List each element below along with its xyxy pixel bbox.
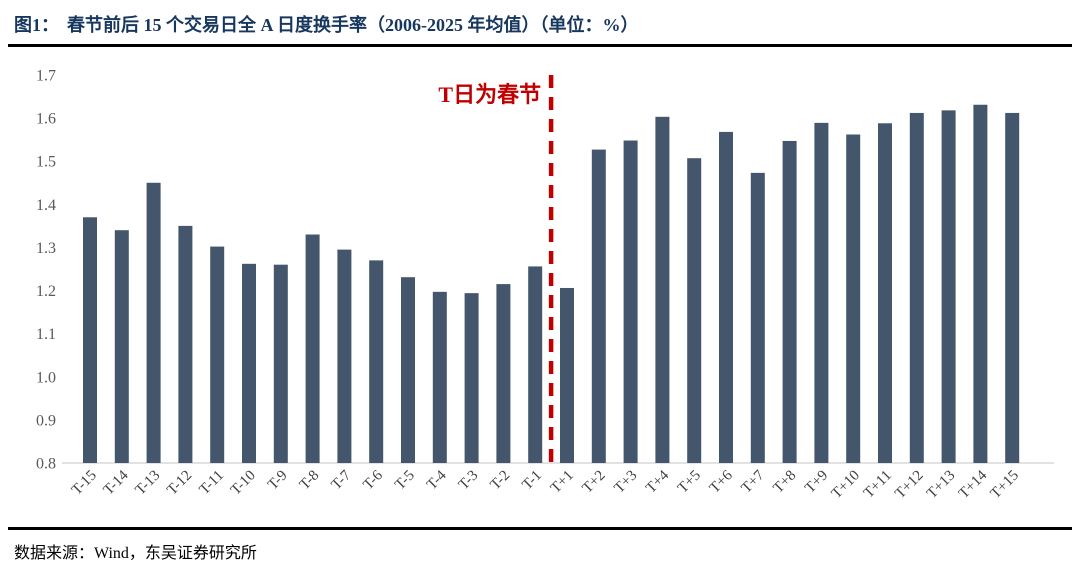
bar-T+10 xyxy=(846,134,861,463)
x-tick-label-T-6: T-6 xyxy=(360,467,386,493)
x-tick-label-T-11: T-11 xyxy=(196,468,227,499)
y-tick-label: 0.9 xyxy=(36,412,56,429)
x-tick-label-T+8: T+8 xyxy=(770,468,799,497)
bar-T+8 xyxy=(782,140,797,463)
x-tick-label-T+9: T+9 xyxy=(802,468,831,497)
bar-T+14 xyxy=(973,104,988,463)
header-divider xyxy=(8,44,1072,47)
x-tick-label-T-14: T-14 xyxy=(101,467,132,498)
y-tick-label: 1.2 xyxy=(36,283,56,300)
bar-T-13 xyxy=(146,182,161,463)
bar-T+4 xyxy=(655,116,670,463)
x-tick-label-T-9: T-9 xyxy=(265,468,291,494)
x-tick-label-T+11: T+11 xyxy=(861,468,895,502)
x-tick-label-T-13: T-13 xyxy=(132,468,163,499)
x-tick-label-T-8: T-8 xyxy=(297,468,323,494)
bar-T+12 xyxy=(909,112,924,463)
y-tick-label: 1.1 xyxy=(36,326,56,343)
x-tick-label-T-7: T-7 xyxy=(329,467,355,493)
bar-T-14 xyxy=(114,230,129,463)
x-tick-label-T-1: T-1 xyxy=(519,468,545,494)
x-tick-label-T+13: T+13 xyxy=(924,468,958,502)
x-tick-label-T-2: T-2 xyxy=(488,468,514,494)
figure-title: 春节前后 15 个交易日全 A 日度换手率（2006-2025 年均值）（单位：… xyxy=(67,15,639,35)
bar-T-12 xyxy=(178,225,193,463)
bar-T-9 xyxy=(273,264,288,463)
bar-T+15 xyxy=(1005,112,1020,463)
bar-T-1 xyxy=(528,266,543,463)
bar-T+9 xyxy=(814,122,829,463)
bar-T-5 xyxy=(401,277,415,463)
x-tick-label-T+14: T+14 xyxy=(956,467,991,502)
bar-T+1 xyxy=(560,287,574,463)
y-tick-label: 1.7 xyxy=(36,68,56,85)
bar-T+2 xyxy=(591,149,606,463)
y-tick-label: 1.3 xyxy=(36,240,56,257)
bar-T+5 xyxy=(687,158,702,463)
bar-T-8 xyxy=(305,234,320,463)
bar-T-3 xyxy=(464,293,479,463)
bar-T-6 xyxy=(369,260,384,463)
x-tick-label-T+3: T+3 xyxy=(611,468,640,497)
figure-title-row: 图1： 春节前后 15 个交易日全 A 日度换手率（2006-2025 年均值）（… xyxy=(0,0,1080,39)
x-tick-label-T+7: T+7 xyxy=(739,467,768,496)
bar-T+13 xyxy=(941,110,956,464)
bar-T-15 xyxy=(83,217,97,463)
bar-T+7 xyxy=(750,172,765,463)
y-tick-label: 1.4 xyxy=(36,197,56,214)
x-tick-label-T-3: T-3 xyxy=(456,468,482,494)
x-tick-label-T+12: T+12 xyxy=(892,468,926,502)
turnover-bar-chart: 0.80.91.01.11.21.31.41.51.61.7T-15 T-14 T-… xyxy=(36,68,1054,502)
x-tick-label-T+4: T+4 xyxy=(643,467,672,496)
x-tick-label-T+2: T+2 xyxy=(580,468,609,497)
bar-T-7 xyxy=(337,249,352,463)
figure-label: 图1： xyxy=(14,15,59,35)
x-tick-label-T+5: T+5 xyxy=(675,468,704,497)
bar-T+6 xyxy=(719,131,733,463)
x-tick-label-T+15: T+15 xyxy=(988,468,1022,502)
y-tick-label: 1.5 xyxy=(36,154,56,171)
x-tick-label-T-10: T-10 xyxy=(228,468,259,499)
footer-divider xyxy=(8,527,1072,530)
y-tick-label: 1.6 xyxy=(36,111,56,128)
bar-T-2 xyxy=(496,284,511,463)
y-tick-label: 1.0 xyxy=(36,369,56,386)
bar-T-11 xyxy=(210,246,225,463)
bar-T-10 xyxy=(242,263,256,463)
bar-T-4 xyxy=(432,291,447,463)
bar-T+11 xyxy=(878,123,892,463)
bar-T+3 xyxy=(623,140,638,463)
spring-festival-annotation: T日为春节 xyxy=(438,82,541,107)
x-tick-label-T+6: T+6 xyxy=(707,467,736,496)
y-tick-label: 0.8 xyxy=(36,456,56,473)
x-tick-label-T+1: T+1 xyxy=(548,468,577,497)
x-tick-label-T-4: T-4 xyxy=(424,467,450,493)
x-tick-label-T-15: T-15 xyxy=(69,468,100,499)
x-tick-label-T-12: T-12 xyxy=(164,468,195,499)
data-source-text: 数据来源：Wind，东吴证券研究所 xyxy=(14,545,257,562)
x-tick-label-T+10: T+10 xyxy=(829,468,863,502)
x-tick-label-T-5: T-5 xyxy=(392,468,418,494)
